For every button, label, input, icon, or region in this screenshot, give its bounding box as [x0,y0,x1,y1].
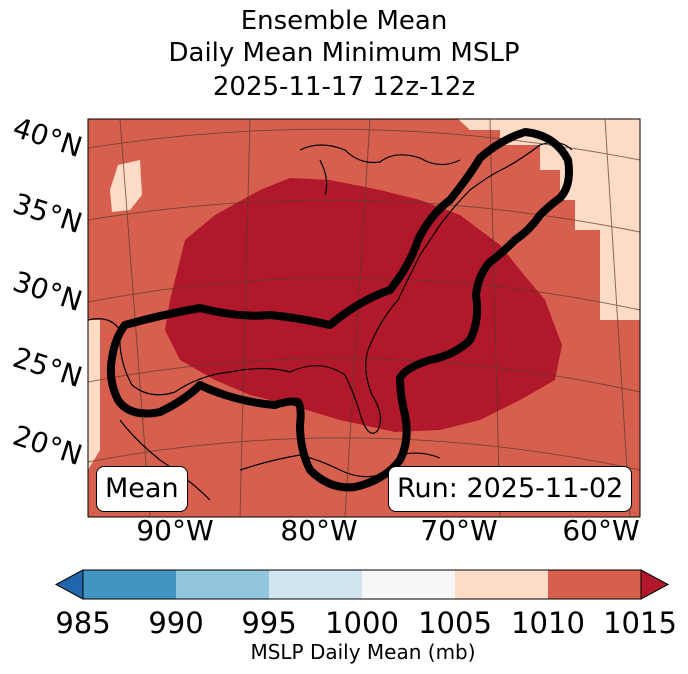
colorbar-segment [362,570,455,599]
title-line-2: Daily Mean Minimum MSLP [168,38,520,68]
colorbar-tick-1010: 1010 [511,606,585,640]
colorbar-tick-985: 985 [55,606,111,640]
colorbar-tick-1015: 1015 [603,606,677,640]
title-line-3: 2025-11-17 12z-12z [212,72,476,102]
colorbar-label: MSLP Daily Mean (mb) [250,640,476,664]
colorbar-segment [176,570,269,599]
lon-label-60w: 60°W [562,514,640,547]
colorbar-tick-1005: 1005 [418,606,492,640]
colorbar-segment [269,570,362,599]
pressure-field-high-w [88,320,100,470]
pressure-field-high-ne [458,119,640,320]
run-date-box: Run: 2025-11-02 [388,466,633,512]
lon-label-90w: 90°W [136,514,214,547]
lon-label-80w: 80°W [280,514,358,547]
colorbar [54,569,670,600]
title-line-1: Ensemble Mean [240,6,448,36]
colorbar-arrow-high [640,569,670,600]
colorbar-outline [82,569,642,600]
colorbar-segment [548,570,641,599]
colorbar-arrow-low [54,569,84,600]
colorbar-tick-990: 990 [148,606,204,640]
legend-box-mean: Mean [96,466,188,512]
coastlines [88,141,573,501]
colorbar-segment [455,570,548,599]
lon-label-70w: 70°W [420,514,498,547]
colorbar-segment [83,570,176,599]
map-panel [87,118,641,518]
mean-contour [106,128,573,492]
map-frame [87,118,641,518]
colorbar-tick-1000: 1000 [325,606,399,640]
pressure-field-high-nw [110,160,142,212]
colorbar-tick-995: 995 [241,606,297,640]
